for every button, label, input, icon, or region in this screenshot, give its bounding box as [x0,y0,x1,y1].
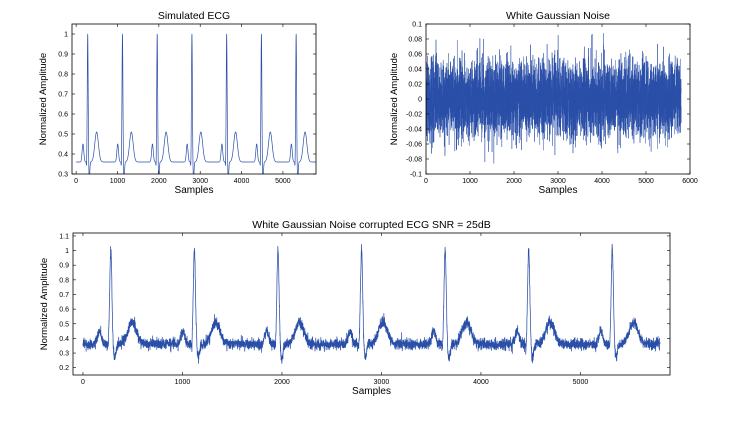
y-tick-label: -0.06 [406,142,422,149]
y-tick-label: 0.3 [59,351,69,358]
y-tick-label: 0.9 [59,263,69,270]
x-tick-label: 3000 [550,178,566,185]
plot-area [426,32,682,164]
y-axis-label: Normalized Amplitude [389,53,400,145]
y-tick-label: 0.04 [408,67,422,74]
y-tick-label: -0.1 [410,172,422,179]
y-tick-label: 1.1 [59,233,69,240]
y-tick-label: 0.5 [59,321,69,328]
y-tick-label: 0.06 [408,52,422,59]
y-tick-label: 1 [65,248,69,255]
y-tick-label: 0.6 [59,307,69,314]
y-tick-label: 0.7 [59,292,69,299]
y-tick-label: -0.02 [406,112,422,119]
x-axis-label: Samples [352,386,391,397]
plot-area [82,243,661,364]
x-tick-label: 2000 [151,178,167,185]
x-tick-label: 4000 [473,379,489,386]
x-tick-label: 0 [424,178,428,185]
x-tick-label: 2000 [274,379,290,386]
y-tick-label: -0.04 [406,127,422,134]
x-axis-label: Samples [175,185,214,196]
y-tick-label: 0.8 [58,72,68,79]
x-tick-label: 0 [81,379,85,386]
y-tick-label: -0.08 [406,157,422,164]
chart-simulated-ecg: 0 1000 2000 3000 4000 5000 0.3 0.4 0.5 0.6 0.7 0.8 0… [38,10,317,196]
y-tick-label: 0.8 [59,277,69,284]
x-tick-label: 1000 [462,178,478,185]
x-tick-label: 2000 [506,178,522,185]
axes-box [71,23,317,175]
chart-noise-corrupted-ecg: 0 1000 2000 3000 4000 5000 0.2 0.3 0.4 0.5 0.6 0.7 0… [39,219,671,397]
y-tick-label: 0.7 [58,92,68,99]
series-line-noisy-ecg [82,243,661,364]
x-axis-label: Samples [539,185,578,196]
y-tick-label: 0.08 [408,37,422,44]
y-tick-label: 0.4 [59,336,69,343]
x-tick-label: 4000 [594,178,610,185]
y-tick-label: 0.6 [58,112,68,119]
chart-title: Simulated ECG [158,10,230,22]
x-tick-label: 3000 [374,379,390,386]
y-axis-label: Normalized Amplitude [38,53,49,145]
series-line-simulated-ecg [75,33,316,174]
y-tick-label: 0 [418,97,422,104]
y-tick-label: 0.1 [412,22,422,29]
plot-area [75,33,316,174]
axes-box [72,232,671,376]
y-tick-label: 0.02 [408,82,422,89]
y-tick-label: 0.2 [59,365,69,372]
x-tick-label: 1000 [175,379,191,386]
chart-white-gaussian-noise: 0 1000 2000 3000 4000 5000 6000 -0.1 -0.08 -0.06 -… [389,10,698,196]
x-tick-label: 6000 [682,178,698,185]
x-tick-label: 1000 [110,178,126,185]
x-tick-label: 5000 [573,379,589,386]
x-tick-label: 0 [74,178,78,185]
x-tick-label: 5000 [638,178,654,185]
x-tick-label: 4000 [234,178,250,185]
y-tick-label: 0.9 [58,52,68,59]
chart-title: White Gaussian Noise [506,10,610,22]
series-line-white-gaussian-noise [426,32,682,164]
x-tick-label: 3000 [192,178,208,185]
chart-title: White Gaussian Noise corrupted ECG SNR =… [252,219,490,231]
y-tick-label: 0.5 [58,132,68,139]
y-tick-label: 1 [64,32,68,39]
y-tick-label: 0.3 [58,172,68,179]
y-tick-label: 0.4 [58,152,68,159]
y-axis-label: Normalized Amplitude [39,258,50,350]
x-tick-label: 5000 [275,178,291,185]
